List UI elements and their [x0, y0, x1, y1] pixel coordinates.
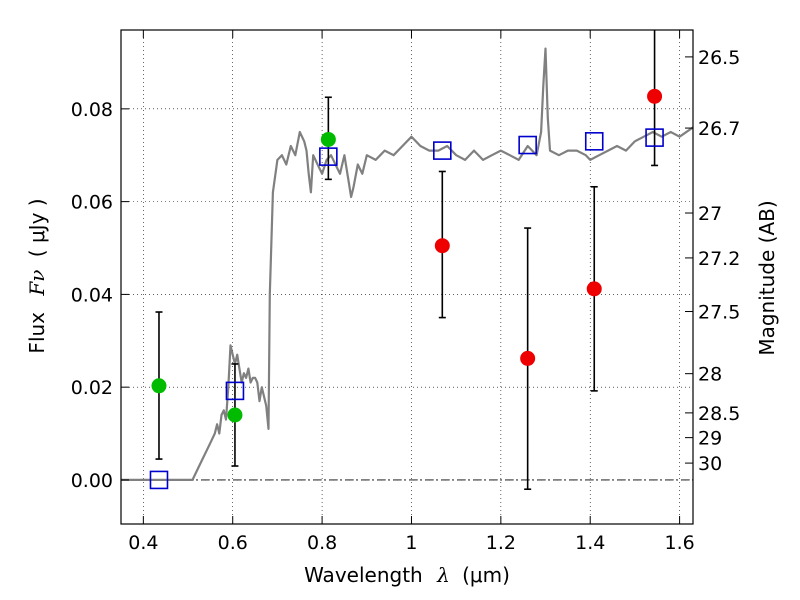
- magnitude-tick-label: 27.2: [698, 248, 740, 270]
- y-axis-title-text: Flux: [25, 312, 49, 354]
- y-axis-title-unit: ( μJy ): [25, 198, 49, 257]
- data-point: [586, 281, 602, 297]
- y-axis-title-symbol: Fν: [25, 270, 49, 297]
- magnitude-tick-label: 29: [698, 428, 722, 450]
- magnitude-tick-label: 27: [698, 203, 722, 225]
- x-axis-title-unit: (μm): [462, 563, 510, 587]
- x-tick-label: 1.2: [486, 532, 516, 554]
- x-tick-label: 0.6: [218, 532, 248, 554]
- magnitude-tick-label: 26.5: [698, 47, 740, 69]
- data-point: [434, 238, 450, 254]
- plot-frame: [120, 29, 694, 525]
- y-tick-label: 0.04: [71, 284, 113, 306]
- magnitude-tick-label: 27.5: [698, 302, 740, 324]
- x-tick-label: 1.6: [664, 532, 694, 554]
- magnitude-tick-label: 30: [698, 453, 722, 475]
- x-axis-title: Wavelength λ (μm): [304, 563, 510, 587]
- model-spectrum-line: [121, 47, 693, 481]
- plot-area: [121, 30, 693, 491]
- x-axis-title-text: Wavelength: [304, 563, 423, 587]
- right-axis-title: Magnitude (AB): [755, 200, 779, 355]
- data-point: [151, 378, 167, 394]
- model-photometry-point: [645, 128, 664, 147]
- magnitude-tick-label: 26.7: [698, 118, 740, 140]
- model-photometry-point: [225, 381, 245, 401]
- y-axis-ticks: 0.00 0.02 0.04 0.06 0.08: [71, 99, 129, 492]
- magnitude-axis-ticks: 26.5 26.7 27 27.2 27.5 28 28.5 29 30: [685, 47, 740, 475]
- y-tick-label: 0.08: [71, 99, 113, 121]
- magnitude-tick-label: 28: [698, 364, 722, 386]
- data-point: [647, 88, 663, 104]
- x-axis-title-symbol: λ: [436, 563, 450, 587]
- y-axis-title: Flux Fν ( μJy ): [25, 198, 49, 353]
- magnitude-tick-label: 28.5: [698, 403, 740, 425]
- model-photometry-point: [433, 141, 452, 160]
- model-photometry-point: [518, 135, 537, 155]
- y-tick-label: 0.06: [71, 192, 113, 214]
- model-photometry-point: [319, 147, 338, 166]
- model-photometry-point: [584, 132, 604, 151]
- x-tick-label: 1: [405, 532, 417, 554]
- x-tick-label: 1.4: [575, 532, 605, 554]
- x-tick-label: 0.8: [307, 532, 337, 554]
- data-point: [227, 407, 243, 423]
- y-tick-label: 0.02: [71, 377, 113, 399]
- y-tick-label: 0.00: [71, 470, 113, 492]
- data-point: [520, 350, 536, 366]
- x-axis-ticks: 0.4 0.6 0.8 1 1.2 1.4 1.6: [128, 30, 695, 554]
- data-point: [320, 131, 336, 147]
- x-tick-label: 0.4: [128, 532, 158, 554]
- model-photometry-point: [149, 470, 169, 490]
